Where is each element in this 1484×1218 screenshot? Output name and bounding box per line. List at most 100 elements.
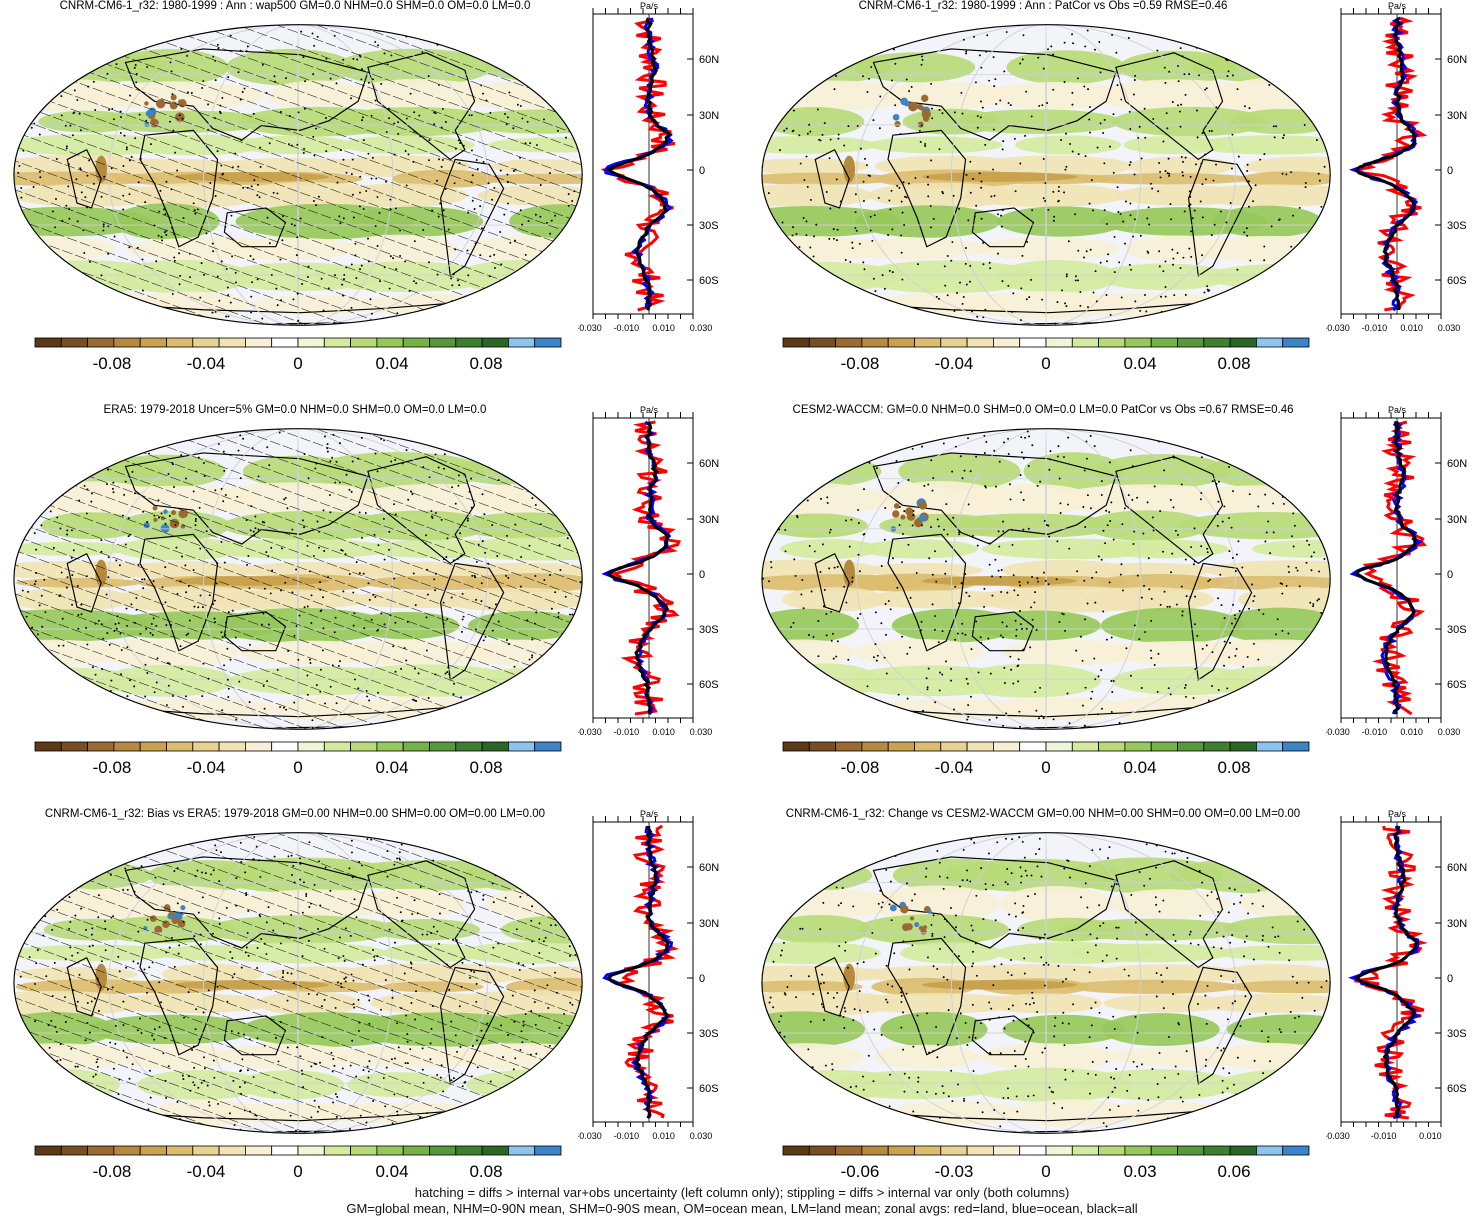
colorbar-label: -0.04: [187, 758, 226, 777]
colorbar-swatch: [218, 337, 246, 348]
map-field-patch: [963, 183, 1127, 207]
map-field-patch: [761, 990, 900, 1017]
map-field-patch: [856, 260, 1039, 294]
colorbar-swatch: [1203, 337, 1231, 348]
colorbar-swatch: [297, 1145, 325, 1156]
zonal-lat-label: 30N: [699, 918, 719, 930]
map-field-patch: [1251, 540, 1331, 558]
colorbar-swatch: [481, 337, 509, 348]
map-field-patch: [922, 925, 928, 930]
map-field-patch: [919, 105, 925, 111]
colorbar: -0.08 -0.04 0 0.04 0.08: [34, 1145, 562, 1181]
colorbar-swatch: [835, 337, 863, 348]
hatching: [13, 832, 583, 1134]
graticule-line: [856, 24, 1236, 326]
map-field-patch: [874, 1044, 979, 1069]
zonal-x-label: -0.030: [578, 727, 602, 737]
colorbar-swatch: [455, 1145, 483, 1156]
map-field-patch: [857, 590, 1019, 609]
zonal-units-label: Pa/s: [640, 809, 659, 819]
map-field-patch: [1101, 1013, 1220, 1047]
map-field-patch: [921, 172, 1078, 182]
map-field-patch: [761, 1098, 849, 1128]
map-field-patch: [1225, 980, 1331, 994]
colorbar-label: -0.08: [93, 758, 132, 777]
zonal-x-label: 0.030: [1438, 727, 1461, 737]
map-field-patch: [905, 507, 914, 516]
map-field-patch: [1076, 173, 1255, 185]
coastline: [1188, 158, 1253, 277]
colorbar-swatch: [87, 741, 115, 752]
colorbar-swatch: [402, 741, 430, 752]
map-field-patch: [967, 483, 1095, 516]
colorbar-label: -0.04: [935, 758, 974, 777]
colorbar-swatch: [1124, 1145, 1152, 1156]
map-field-patch: [859, 539, 979, 559]
colorbar-swatch: [192, 741, 220, 752]
colorbar-swatch: [1282, 741, 1310, 752]
colorbar-swatch: [1071, 1145, 1099, 1156]
colorbar-swatch: [376, 337, 404, 348]
zonal-lat-label: 30N: [1447, 110, 1467, 122]
colorbar-swatch: [139, 337, 167, 348]
map-field-patch: [934, 964, 1126, 985]
zonal-mean-plot: Pa/s 60N 30N 0 30S 60S -0.030 -0.010 0.010: [1326, 809, 1467, 1141]
map-border: [13, 832, 583, 1134]
colorbar-swatch: [887, 741, 915, 752]
zonal-lat-label: 60S: [1447, 275, 1467, 287]
colorbar-swatch: [481, 741, 509, 752]
map-field-patch: [1100, 607, 1244, 644]
colorbar-label: 0.04: [375, 758, 408, 777]
colorbar-swatch: [534, 1145, 562, 1156]
zonal-lat-label: 0: [1447, 973, 1453, 985]
colorbar-swatch: [992, 1145, 1021, 1156]
map-field-patch: [921, 94, 929, 102]
map-field-patch: [1179, 485, 1331, 514]
colorbar-swatch: [271, 1145, 299, 1156]
colorbar-swatch: [166, 337, 194, 348]
colorbar-label: -0.08: [93, 1162, 132, 1181]
colorbar-label: 0.08: [469, 1162, 502, 1181]
colorbar-swatch: [1203, 1145, 1231, 1156]
colorbar-swatch: [87, 1145, 115, 1156]
coastline: [971, 207, 1035, 248]
colorbar-swatch: [808, 1145, 836, 1156]
coastline: [872, 452, 1117, 545]
map-field-patch: [900, 905, 909, 914]
colorbar-swatch: [1229, 1145, 1257, 1156]
map-plot: [13, 428, 583, 730]
map-field-patch: [1065, 979, 1241, 994]
colorbar-swatch: [1282, 337, 1310, 348]
map-field-patch: [975, 610, 1101, 641]
colorbar-swatch: [244, 337, 273, 348]
colorbar-swatch: [34, 741, 62, 752]
map-field-patch: [914, 922, 920, 928]
zonal-x-label: -0.030: [578, 323, 602, 333]
zonal-all-curve: [1354, 420, 1417, 715]
colorbar-swatch: [1150, 741, 1178, 752]
map-field-patch: [855, 205, 1001, 238]
panel-title: CNRM-CM6-1_r32: Bias vs ERA5: 1979-2018 …: [44, 808, 546, 820]
map-field-patch: [1123, 135, 1225, 155]
colorbar-swatch: [402, 337, 430, 348]
zonal-lat-label: 60S: [699, 1083, 719, 1095]
colorbar-swatch: [1098, 1145, 1126, 1156]
colorbar-label: -0.04: [935, 354, 974, 373]
colorbar-swatch: [507, 1145, 536, 1156]
map-field-patch: [1082, 562, 1215, 578]
map-field-patch: [900, 97, 908, 106]
map-field-patch: [1095, 574, 1224, 592]
colorbar-swatch: [861, 741, 889, 752]
colorbar-swatch: [940, 1145, 968, 1156]
colorbar-swatch: [1045, 741, 1073, 752]
colorbar-swatch: [297, 337, 325, 348]
map-field-patch: [1222, 915, 1331, 945]
colorbar-swatch: [914, 1145, 942, 1156]
panel-title: CNRM-CM6-1_r32: 1980-1999 : Ann : PatCor…: [858, 0, 1228, 12]
map-plot: [13, 832, 583, 1134]
zonal-lat-label: 30S: [699, 1028, 719, 1040]
zonal-x-label: 0.010: [1419, 1131, 1442, 1141]
map-field-patch: [909, 916, 915, 921]
colorbar-label: -0.08: [841, 758, 880, 777]
colorbar-swatch: [34, 1145, 62, 1156]
